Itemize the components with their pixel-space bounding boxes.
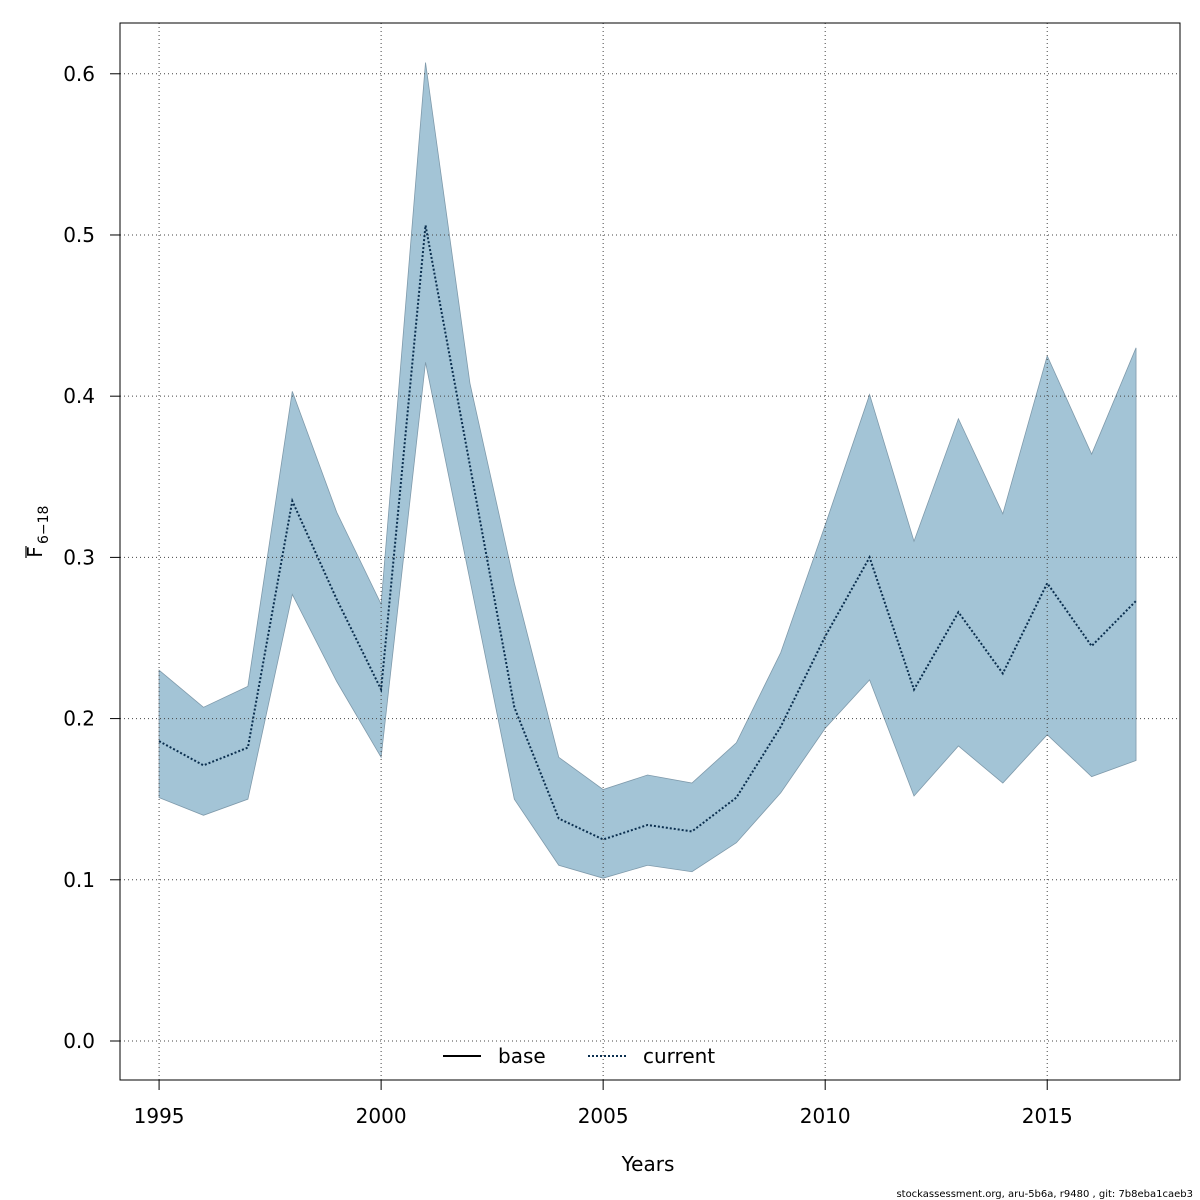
y-tick-label: 0.5	[63, 223, 95, 247]
legend-label: current	[643, 1044, 715, 1068]
y-axis-label-sub: 6−18	[36, 506, 52, 544]
x-tick-label: 2000	[356, 1104, 407, 1128]
y-axis-label: F 6−18	[23, 506, 52, 558]
y-tick-label: 0.6	[63, 62, 95, 86]
x-tick-label: 1995	[134, 1104, 185, 1128]
footnote: stockassessment.org, aru-5b6a, r9480 , g…	[896, 1189, 1193, 1200]
line	[158, 225, 1137, 841]
x-axis-label: Years	[621, 1152, 675, 1176]
y-tick-label: 0.2	[63, 707, 95, 731]
x-tick-label: 2015	[1022, 1104, 1073, 1128]
plot-frame	[119, 22, 1181, 1081]
x-tick-label: 2010	[800, 1104, 851, 1128]
confidence-band	[158, 62, 1137, 879]
y-axis-label-main: F	[23, 546, 47, 558]
y-tick-label: 0.3	[63, 545, 95, 569]
y-tick-label: 0.0	[63, 1029, 95, 1053]
x-tick-label: 2005	[578, 1104, 629, 1128]
legend-label: base	[498, 1044, 546, 1068]
y-tick-label: 0.1	[63, 868, 95, 892]
y-tick-label: 0.4	[63, 384, 95, 408]
